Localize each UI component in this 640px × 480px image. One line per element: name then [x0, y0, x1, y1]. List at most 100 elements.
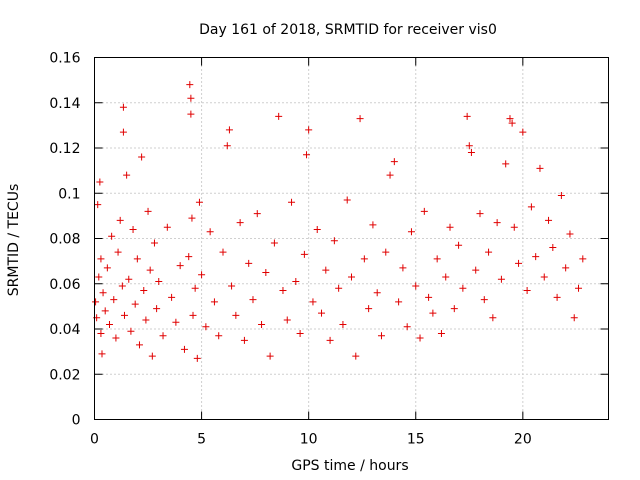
data-point [536, 164, 544, 172]
data-point [420, 207, 428, 215]
data-point [472, 266, 480, 274]
x-tick-label: 20 [514, 432, 532, 448]
data-point [360, 255, 368, 263]
data-point [365, 305, 373, 313]
data-point [189, 311, 197, 319]
data-point [138, 153, 146, 161]
data-point [330, 237, 338, 245]
data-point [493, 219, 501, 227]
points-layer [92, 81, 587, 362]
y-tick-label: 0.1 [58, 186, 80, 202]
data-point [232, 311, 240, 319]
data-point [476, 210, 484, 218]
data-point [133, 255, 141, 263]
data-point [562, 264, 570, 272]
data-point [187, 94, 195, 102]
data-point [206, 228, 214, 236]
data-point [339, 320, 347, 328]
data-point [186, 81, 194, 89]
data-point [153, 305, 161, 313]
data-point [292, 277, 300, 285]
data-point [433, 255, 441, 263]
data-point [377, 332, 385, 340]
y-tick-label: 0.12 [49, 141, 80, 157]
data-point [108, 232, 116, 240]
data-point [172, 318, 180, 326]
data-point [519, 128, 527, 136]
data-point [455, 241, 463, 249]
data-point [557, 192, 565, 200]
data-point [390, 158, 398, 166]
data-point [266, 352, 274, 360]
data-point [545, 216, 553, 224]
y-tick-label: 0.02 [49, 367, 80, 383]
chart-title: Day 161 of 2018, SRMTID for receiver vis… [199, 22, 497, 38]
data-point [228, 282, 236, 290]
data-point [188, 214, 196, 222]
data-point [373, 289, 381, 297]
data-point [425, 293, 433, 301]
data-point [176, 262, 184, 270]
data-point [119, 128, 127, 136]
data-point [335, 284, 343, 292]
y-axis-label: SRMTID / TECUs [6, 184, 22, 297]
data-point [258, 320, 266, 328]
data-point [120, 311, 128, 319]
data-point [135, 341, 143, 349]
data-point [575, 284, 583, 292]
data-point [313, 225, 321, 233]
x-tick-label: 15 [407, 432, 425, 448]
data-point [144, 207, 152, 215]
data-point [240, 336, 248, 344]
data-point [485, 248, 493, 256]
data-point [146, 266, 154, 274]
data-point [395, 298, 403, 306]
data-point [300, 250, 308, 258]
data-point [416, 334, 424, 342]
grid-layer [94, 57, 609, 420]
data-point [275, 112, 283, 120]
data-point [168, 293, 176, 301]
data-point [442, 273, 450, 281]
y-tick-label: 0.16 [49, 51, 80, 67]
data-point [159, 332, 167, 340]
data-point [429, 309, 437, 317]
data-point [566, 230, 574, 238]
data-point [296, 330, 304, 338]
data-point [95, 273, 103, 281]
x-axis-label: GPS time / hours [291, 458, 408, 474]
data-point [215, 332, 223, 340]
y-tick-label: 0.08 [49, 232, 80, 248]
data-point [502, 160, 510, 168]
y-tick-label: 0.14 [49, 96, 80, 112]
data-point [465, 142, 473, 150]
data-point [399, 264, 407, 272]
data-point [163, 223, 171, 231]
y-tick-label: 0.06 [49, 277, 80, 293]
data-point [99, 289, 107, 297]
data-point [288, 198, 296, 206]
data-point [553, 293, 561, 301]
data-point [191, 284, 199, 292]
data-point [103, 264, 111, 272]
y-tick-label: 0.04 [49, 322, 80, 338]
data-point [489, 314, 497, 322]
data-point [437, 330, 445, 338]
data-point [369, 221, 377, 229]
data-point [463, 112, 471, 120]
data-point [515, 259, 523, 267]
data-point [579, 255, 587, 263]
data-point [497, 275, 505, 283]
data-point [98, 350, 106, 358]
data-point [348, 273, 355, 281]
data-point [142, 316, 150, 324]
data-point [446, 223, 454, 231]
data-point [245, 259, 253, 267]
data-point [459, 284, 467, 292]
data-point [118, 282, 126, 290]
data-point [352, 352, 360, 360]
data-point [570, 314, 578, 322]
data-point [140, 287, 148, 295]
data-point [116, 216, 124, 224]
data-point [112, 334, 120, 342]
